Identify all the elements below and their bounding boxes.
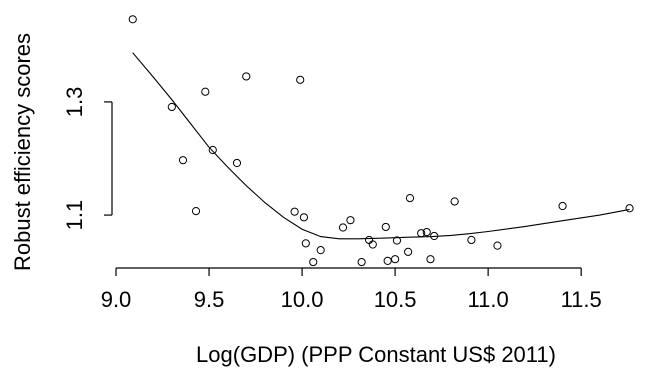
- smooth-trend-line: [132, 52, 630, 240]
- data-point: [381, 222, 390, 232]
- data-point: [128, 15, 137, 24]
- data-point: [232, 158, 242, 168]
- x-tick-label: 11.0: [468, 287, 509, 312]
- data-point: [201, 87, 210, 96]
- y-tick-label: 1.1: [62, 200, 87, 231]
- data-point: [338, 223, 348, 232]
- y-axis-label: Robust efficiency scores: [10, 33, 35, 271]
- data-point: [290, 207, 299, 216]
- data-point: [417, 229, 426, 238]
- data-point: [450, 197, 459, 206]
- data-point: [316, 246, 325, 255]
- data-point: [301, 239, 310, 248]
- data-point: [426, 255, 435, 264]
- data-point: [493, 241, 502, 250]
- data-point: [346, 216, 355, 225]
- data-point: [383, 256, 392, 266]
- data-point: [309, 257, 318, 267]
- x-tick-label: 11.5: [561, 287, 602, 312]
- y-axis-ticks: 1.1 1.3: [62, 87, 112, 231]
- data-point: [178, 156, 188, 165]
- data-point: [191, 207, 201, 216]
- data-point: [392, 236, 402, 245]
- x-tick-label: 9.5: [194, 287, 225, 312]
- data-point: [625, 204, 634, 213]
- x-tick-label: 9.0: [101, 287, 132, 312]
- data-point: [242, 72, 251, 81]
- data-point: [296, 75, 305, 84]
- data-point: [368, 240, 377, 249]
- data-point: [467, 235, 476, 245]
- data-point: [391, 255, 400, 264]
- data-point: [299, 213, 309, 222]
- x-tick-label: 10.5: [374, 287, 417, 312]
- data-point: [208, 145, 217, 155]
- data-point: [404, 247, 413, 256]
- data-point: [405, 193, 415, 203]
- data-point: [558, 201, 567, 211]
- y-tick-label: 1.3: [62, 87, 87, 118]
- data-point: [430, 231, 439, 241]
- data-point: [167, 102, 176, 112]
- x-axis-label: Log(GDP) (PPP Constant US$ 2011): [196, 342, 556, 367]
- data-point: [422, 227, 431, 237]
- data-point: [364, 235, 374, 245]
- data-point: [357, 257, 366, 267]
- x-axis-ticks: 9.0 9.5 10.0 10.5 11.0 11.5: [101, 268, 602, 312]
- x-tick-label: 10.0: [281, 287, 324, 312]
- plot-area: [128, 15, 634, 267]
